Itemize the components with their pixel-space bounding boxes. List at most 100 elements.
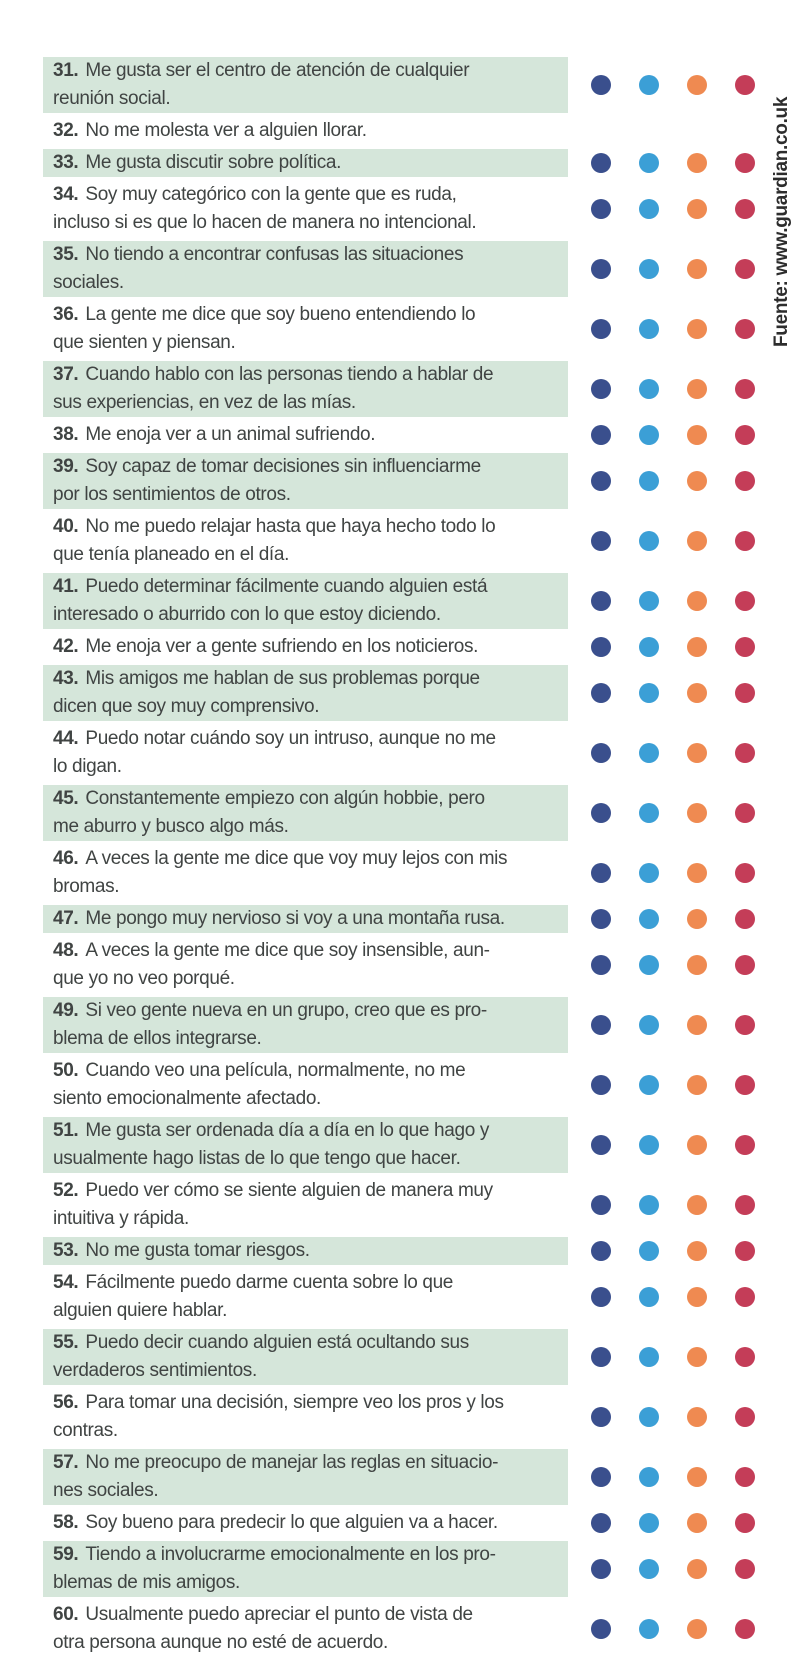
answer-dot-red[interactable] — [735, 1407, 755, 1427]
answer-dot-light-blue[interactable] — [639, 319, 659, 339]
answer-dot-light-blue[interactable] — [639, 863, 659, 883]
answer-dot-light-blue[interactable] — [639, 425, 659, 445]
answer-dot-orange[interactable] — [687, 743, 707, 763]
answer-dot-orange[interactable] — [687, 531, 707, 551]
answer-dot-red[interactable] — [735, 591, 755, 611]
answer-dot-dark-blue[interactable] — [591, 909, 611, 929]
answer-dot-dark-blue[interactable] — [591, 1407, 611, 1427]
answer-dot-red[interactable] — [735, 75, 755, 95]
answer-dot-orange[interactable] — [687, 425, 707, 445]
answer-dot-red[interactable] — [735, 425, 755, 445]
answer-dot-dark-blue[interactable] — [591, 471, 611, 491]
answer-dot-red[interactable] — [735, 379, 755, 399]
answer-dot-red[interactable] — [735, 803, 755, 823]
answer-dot-dark-blue[interactable] — [591, 1015, 611, 1035]
answer-dot-dark-blue[interactable] — [591, 75, 611, 95]
answer-dot-light-blue[interactable] — [639, 803, 659, 823]
answer-dot-red[interactable] — [735, 531, 755, 551]
answer-dot-orange[interactable] — [687, 1467, 707, 1487]
answer-dot-orange[interactable] — [687, 75, 707, 95]
answer-dot-light-blue[interactable] — [639, 1407, 659, 1427]
answer-dot-red[interactable] — [735, 471, 755, 491]
answer-dot-red[interactable] — [735, 1015, 755, 1035]
answer-dot-light-blue[interactable] — [639, 743, 659, 763]
answer-dot-light-blue[interactable] — [639, 471, 659, 491]
answer-dot-orange[interactable] — [687, 1135, 707, 1155]
answer-dot-orange[interactable] — [687, 259, 707, 279]
answer-dot-light-blue[interactable] — [639, 75, 659, 95]
answer-dot-orange[interactable] — [687, 153, 707, 173]
answer-dot-orange[interactable] — [687, 637, 707, 657]
answer-dot-orange[interactable] — [687, 379, 707, 399]
answer-dot-light-blue[interactable] — [639, 531, 659, 551]
answer-dot-dark-blue[interactable] — [591, 531, 611, 551]
answer-dot-light-blue[interactable] — [639, 1015, 659, 1035]
answer-dot-orange[interactable] — [687, 1407, 707, 1427]
answer-dot-red[interactable] — [735, 863, 755, 883]
answer-dot-light-blue[interactable] — [639, 955, 659, 975]
answer-dot-light-blue[interactable] — [639, 379, 659, 399]
answer-dot-red[interactable] — [735, 743, 755, 763]
answer-dot-orange[interactable] — [687, 1347, 707, 1367]
answer-dot-dark-blue[interactable] — [591, 1241, 611, 1261]
answer-dot-orange[interactable] — [687, 1559, 707, 1579]
answer-dot-orange[interactable] — [687, 803, 707, 823]
answer-dot-light-blue[interactable] — [639, 1559, 659, 1579]
answer-dot-light-blue[interactable] — [639, 1467, 659, 1487]
answer-dot-dark-blue[interactable] — [591, 591, 611, 611]
answer-dot-red[interactable] — [735, 1241, 755, 1261]
answer-dot-red[interactable] — [735, 637, 755, 657]
answer-dot-red[interactable] — [735, 1135, 755, 1155]
answer-dot-red[interactable] — [735, 153, 755, 173]
answer-dot-light-blue[interactable] — [639, 1619, 659, 1639]
answer-dot-dark-blue[interactable] — [591, 425, 611, 445]
answer-dot-dark-blue[interactable] — [591, 259, 611, 279]
answer-dot-light-blue[interactable] — [639, 199, 659, 219]
answer-dot-dark-blue[interactable] — [591, 153, 611, 173]
answer-dot-dark-blue[interactable] — [591, 199, 611, 219]
answer-dot-red[interactable] — [735, 1195, 755, 1215]
answer-dot-dark-blue[interactable] — [591, 955, 611, 975]
answer-dot-dark-blue[interactable] — [591, 1467, 611, 1487]
answer-dot-light-blue[interactable] — [639, 1347, 659, 1367]
answer-dot-orange[interactable] — [687, 1195, 707, 1215]
answer-dot-orange[interactable] — [687, 319, 707, 339]
answer-dot-orange[interactable] — [687, 1619, 707, 1639]
answer-dot-light-blue[interactable] — [639, 1075, 659, 1095]
answer-dot-light-blue[interactable] — [639, 591, 659, 611]
answer-dot-orange[interactable] — [687, 863, 707, 883]
answer-dot-light-blue[interactable] — [639, 1135, 659, 1155]
answer-dot-dark-blue[interactable] — [591, 1287, 611, 1307]
answer-dot-light-blue[interactable] — [639, 909, 659, 929]
answer-dot-dark-blue[interactable] — [591, 1075, 611, 1095]
answer-dot-dark-blue[interactable] — [591, 379, 611, 399]
answer-dot-red[interactable] — [735, 199, 755, 219]
answer-dot-orange[interactable] — [687, 1075, 707, 1095]
answer-dot-orange[interactable] — [687, 471, 707, 491]
answer-dot-red[interactable] — [735, 1513, 755, 1533]
answer-dot-orange[interactable] — [687, 591, 707, 611]
answer-dot-red[interactable] — [735, 259, 755, 279]
answer-dot-dark-blue[interactable] — [591, 1559, 611, 1579]
answer-dot-red[interactable] — [735, 319, 755, 339]
answer-dot-red[interactable] — [735, 1559, 755, 1579]
answer-dot-light-blue[interactable] — [639, 637, 659, 657]
answer-dot-dark-blue[interactable] — [591, 1347, 611, 1367]
answer-dot-dark-blue[interactable] — [591, 1619, 611, 1639]
answer-dot-red[interactable] — [735, 955, 755, 975]
answer-dot-light-blue[interactable] — [639, 1195, 659, 1215]
answer-dot-red[interactable] — [735, 1619, 755, 1639]
answer-dot-dark-blue[interactable] — [591, 743, 611, 763]
answer-dot-dark-blue[interactable] — [591, 683, 611, 703]
answer-dot-light-blue[interactable] — [639, 153, 659, 173]
answer-dot-orange[interactable] — [687, 1513, 707, 1533]
answer-dot-red[interactable] — [735, 909, 755, 929]
answer-dot-orange[interactable] — [687, 683, 707, 703]
answer-dot-orange[interactable] — [687, 1241, 707, 1261]
answer-dot-light-blue[interactable] — [639, 1513, 659, 1533]
answer-dot-orange[interactable] — [687, 1287, 707, 1307]
answer-dot-dark-blue[interactable] — [591, 863, 611, 883]
answer-dot-light-blue[interactable] — [639, 683, 659, 703]
answer-dot-orange[interactable] — [687, 909, 707, 929]
answer-dot-dark-blue[interactable] — [591, 803, 611, 823]
